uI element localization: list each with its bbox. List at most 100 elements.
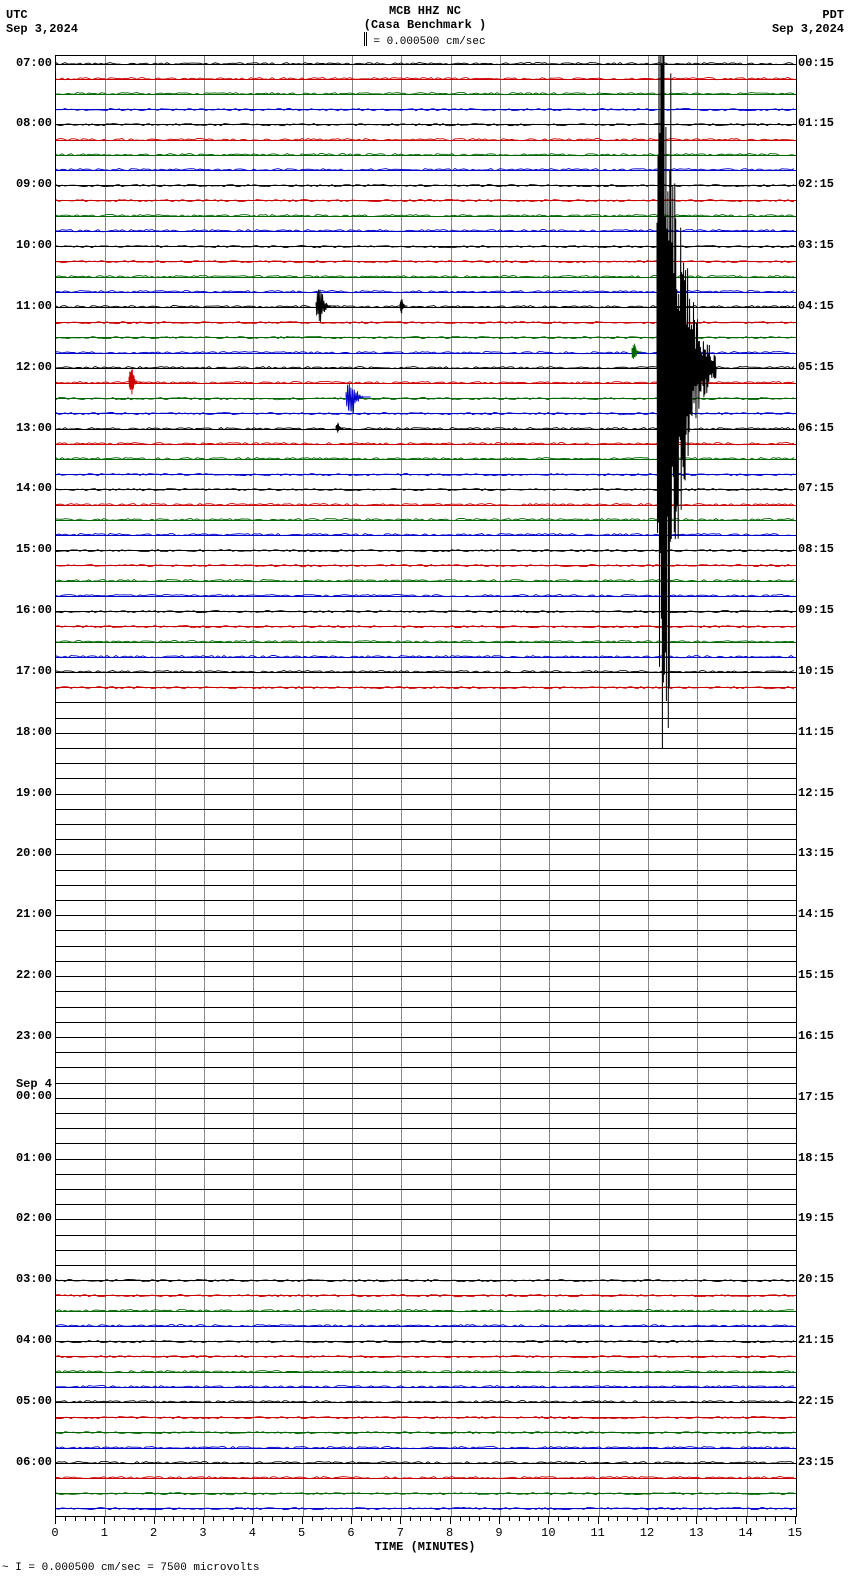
- pdt-hour-label: 18:15: [798, 1151, 848, 1165]
- trace-baseline: [56, 733, 796, 734]
- trace-row: [56, 1197, 796, 1212]
- utc-hour-label: 15:00: [2, 542, 52, 556]
- x-tick-minor: [381, 1516, 382, 1521]
- trace-row: [56, 56, 796, 71]
- trace-row: [56, 223, 796, 238]
- x-tick-major: [55, 1516, 56, 1524]
- trace-row: [56, 1486, 796, 1501]
- pdt-hour-label: 06:15: [798, 421, 848, 435]
- trace-row: [56, 1501, 796, 1516]
- pdt-hour-label: 16:15: [798, 1029, 848, 1043]
- utc-hour-label: 23:00: [2, 1029, 52, 1043]
- utc-hour-label: Sep 400:00: [2, 1078, 52, 1102]
- trace-row: [56, 953, 796, 968]
- trace-row: [56, 832, 796, 847]
- x-tick-minor: [489, 1516, 490, 1521]
- trace-row: [56, 1029, 796, 1044]
- trace-noise: [56, 375, 796, 390]
- trace-noise: [56, 497, 796, 512]
- utc-hour-label: 04:00: [2, 1333, 52, 1347]
- trace-baseline: [56, 961, 796, 962]
- trace-row: [56, 1288, 796, 1303]
- trace-noise: [56, 512, 796, 527]
- x-tick-major: [302, 1516, 303, 1524]
- x-tick-minor: [667, 1516, 668, 1521]
- trace-noise: [56, 239, 796, 254]
- utc-hour-label: 10:00: [2, 238, 52, 252]
- pdt-hour-label: 19:15: [798, 1211, 848, 1225]
- trace-noise: [56, 619, 796, 634]
- helicorder-plot: [55, 55, 797, 1517]
- trace-row: [56, 406, 796, 421]
- trace-row: [56, 147, 796, 162]
- trace-baseline: [56, 748, 796, 749]
- pdt-hour-label: 10:15: [798, 664, 848, 678]
- x-tick-minor: [627, 1516, 628, 1521]
- trace-row: [56, 1303, 796, 1318]
- trace-noise: [56, 1364, 796, 1379]
- trace-row: [56, 725, 796, 740]
- trace-row: [56, 786, 796, 801]
- x-tick-minor: [608, 1516, 609, 1521]
- trace-row: [56, 892, 796, 907]
- x-tick-major: [104, 1516, 105, 1524]
- trace-noise: [56, 254, 796, 269]
- trace-row: [56, 330, 796, 345]
- trace-row: [56, 543, 796, 558]
- x-tick-minor: [479, 1516, 480, 1521]
- x-tick-minor: [262, 1516, 263, 1521]
- x-tick-major: [647, 1516, 648, 1524]
- x-tick-minor: [361, 1516, 362, 1521]
- x-tick-minor: [716, 1516, 717, 1521]
- trace-row: [56, 375, 796, 390]
- x-tick-major: [203, 1516, 204, 1524]
- trace-noise: [56, 1470, 796, 1485]
- trace-row: [56, 269, 796, 284]
- trace-baseline: [56, 1083, 796, 1084]
- x-tick-minor: [785, 1516, 786, 1521]
- utc-hour-label: 21:00: [2, 907, 52, 921]
- trace-baseline: [56, 946, 796, 947]
- footer-scale: ~ I = 0.000500 cm/sec = 7500 microvolts: [2, 1562, 259, 1574]
- trace-noise: [56, 664, 796, 679]
- trace-noise: [56, 1501, 796, 1516]
- trace-row: [56, 649, 796, 664]
- trace-row: [56, 132, 796, 147]
- x-tick-minor: [538, 1516, 539, 1521]
- trace-row: [56, 1105, 796, 1120]
- x-tick-label: 4: [249, 1526, 256, 1540]
- pdt-hour-label: 22:15: [798, 1394, 848, 1408]
- trace-baseline: [56, 900, 796, 901]
- utc-hour-label: 19:00: [2, 786, 52, 800]
- trace-baseline: [56, 1098, 796, 1099]
- trace-row: [56, 482, 796, 497]
- scale-text: = 0.000500 cm/sec: [373, 36, 485, 48]
- x-tick-minor: [183, 1516, 184, 1521]
- x-tick-minor: [410, 1516, 411, 1521]
- trace-noise: [56, 482, 796, 497]
- trace-row: [56, 1121, 796, 1136]
- trace-row: [56, 345, 796, 360]
- utc-hour-label: 11:00: [2, 299, 52, 313]
- trace-row: [56, 1014, 796, 1029]
- trace-row: [56, 1151, 796, 1166]
- x-tick-major: [795, 1516, 796, 1524]
- trace-row: [56, 1334, 796, 1349]
- x-tick-minor: [272, 1516, 273, 1521]
- trace-row: [56, 710, 796, 725]
- trace-row: [56, 847, 796, 862]
- trace-noise: [56, 208, 796, 223]
- pdt-hour-label: 07:15: [798, 481, 848, 495]
- pdt-hour-label: 21:15: [798, 1333, 848, 1347]
- trace-noise: [56, 1379, 796, 1394]
- x-tick-major: [746, 1516, 747, 1524]
- trace-noise: [56, 634, 796, 649]
- trace-noise: [56, 56, 796, 71]
- pdt-hour-label: 05:15: [798, 360, 848, 374]
- x-tick-minor: [726, 1516, 727, 1521]
- x-tick-minor: [312, 1516, 313, 1521]
- utc-hour-label: 01:00: [2, 1151, 52, 1165]
- trace-row: [56, 497, 796, 512]
- x-tick-minor: [588, 1516, 589, 1521]
- trace-noise: [56, 345, 796, 360]
